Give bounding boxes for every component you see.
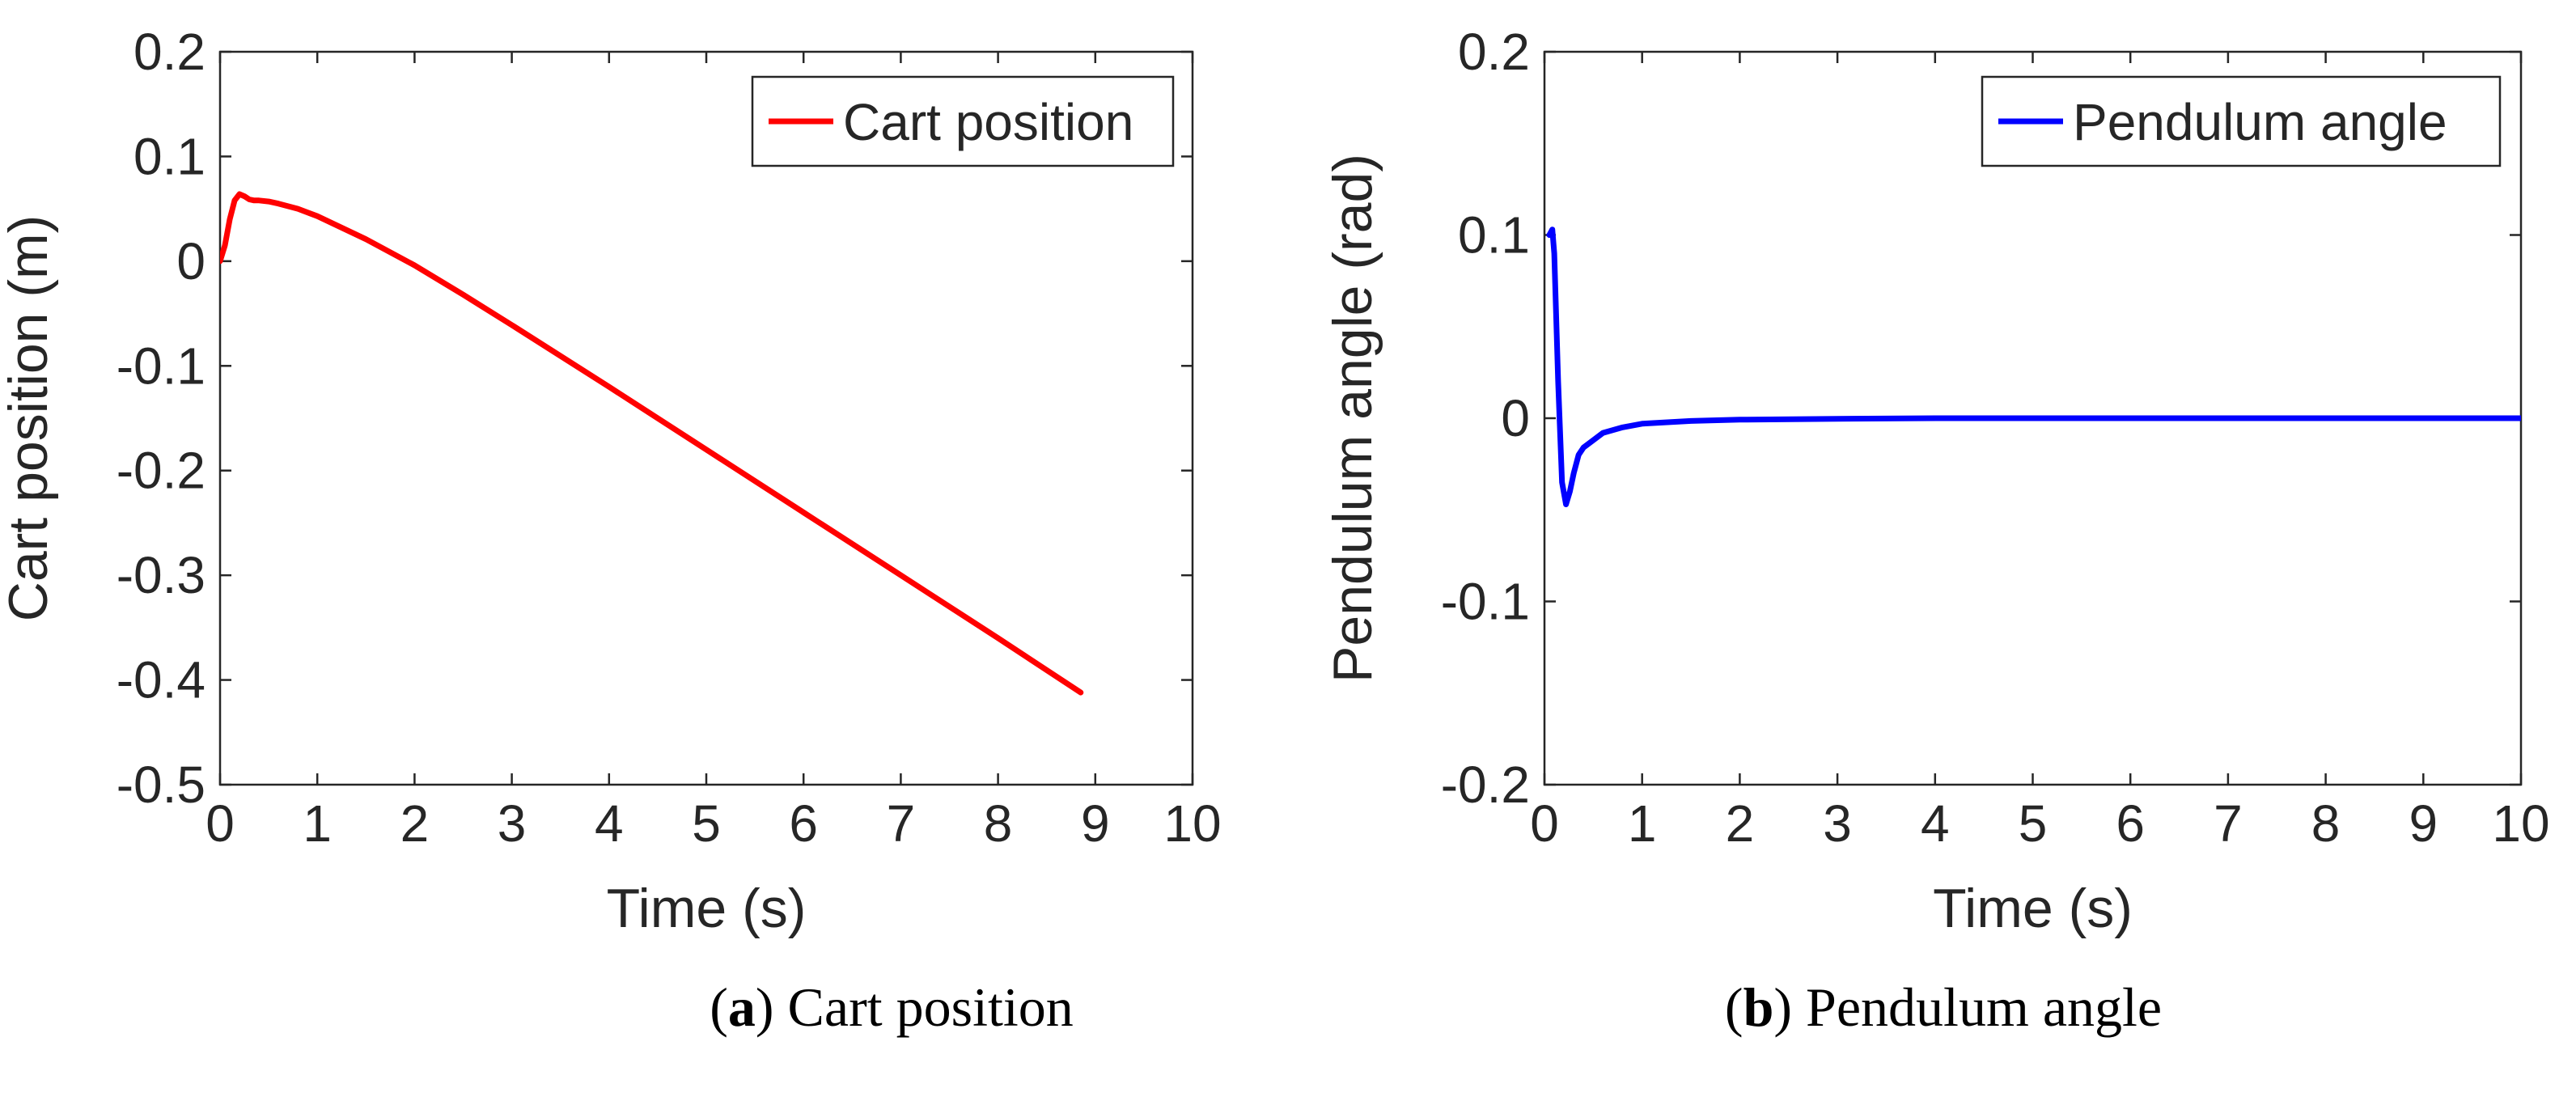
x-axis-label: Time (s) (1933, 878, 2133, 939)
x-tick-label: 6 (2116, 794, 2145, 853)
x-tick-label: 4 (1921, 794, 1950, 853)
x-tick-label: 7 (887, 794, 916, 853)
x-tick-label: 5 (2019, 794, 2048, 853)
caption-close-paren: ) (1773, 976, 1806, 1038)
y-tick-label: -0.1 (1441, 573, 1530, 631)
caption-open-paren: ( (710, 976, 728, 1038)
legend-label: Cart position (843, 93, 1133, 151)
series-line (220, 191, 1084, 696)
x-tick-label: 2 (1726, 794, 1755, 853)
x-tick-label: 8 (984, 794, 1013, 853)
x-tick-label: 9 (2409, 794, 2438, 853)
x-tick-label: 3 (498, 794, 527, 853)
x-tick-label: 9 (1081, 794, 1110, 853)
y-axis-label: Pendulum angle (rad) (1322, 154, 1383, 683)
caption-letter: a (728, 976, 756, 1038)
y-tick-label: -0.4 (117, 651, 205, 709)
chart-2: 0 1 2 3 4 5 6 7 8 9 10 -0.2 -0.1 0 0.1 0.2 Time (s) Pendu… (1322, 23, 2550, 1038)
y-tick-label: 0.2 (1458, 23, 1530, 81)
y-tick-label: 0 (176, 232, 205, 290)
y-tick-label: -0.5 (117, 756, 205, 814)
caption-text: Cart position (788, 976, 1074, 1038)
x-tick-label: 7 (2214, 794, 2243, 853)
y-tick-label: -0.3 (117, 546, 205, 604)
caption-letter: b (1743, 976, 1774, 1038)
y-tick-label: 0.1 (1458, 206, 1530, 265)
x-tick-label: 0 (1530, 794, 1559, 853)
x-tick-label: 6 (789, 794, 818, 853)
legend-box (1981, 75, 2502, 167)
series-line (1546, 227, 2521, 507)
x-tick-label: 4 (595, 794, 624, 853)
x-tick-label: 3 (1823, 794, 1852, 853)
subfigure-caption: (a) Cart position (710, 976, 1074, 1038)
x-tick-label: 10 (1163, 794, 1221, 853)
x-tick-label: 0 (205, 794, 235, 853)
y-tick-label: -0.2 (1441, 756, 1530, 814)
caption-close-paren: ) (756, 976, 788, 1038)
y-tick-label: 0.1 (133, 127, 205, 185)
subfigure-caption: (b) Pendulum angle (1725, 976, 2162, 1038)
y-tick-label: -0.1 (117, 337, 205, 395)
caption-open-paren: ( (1725, 976, 1743, 1038)
chart-1: 0 1 2 3 4 5 6 7 8 9 10 -0.5 -0.4 -0.3 -0.2 -0.1 0 0.1 0.2 T… (0, 23, 1222, 1038)
x-tick-label: 1 (303, 794, 332, 853)
caption-text: Pendulum angle (1806, 976, 2162, 1038)
x-tick-label: 8 (2311, 794, 2341, 853)
y-tick-label: 0 (1501, 389, 1530, 447)
legend-label: Pendulum angle (2073, 93, 2447, 151)
y-axis-label: Cart position (m) (0, 215, 59, 622)
x-axis-label: Time (s) (607, 878, 807, 939)
y-tick-label: -0.2 (117, 442, 205, 500)
x-tick-label: 10 (2492, 794, 2549, 853)
x-tick-label: 2 (400, 794, 430, 853)
y-tick-label: 0.2 (133, 23, 205, 81)
x-tick-label: 5 (692, 794, 721, 853)
x-tick-label: 1 (1628, 794, 1657, 853)
